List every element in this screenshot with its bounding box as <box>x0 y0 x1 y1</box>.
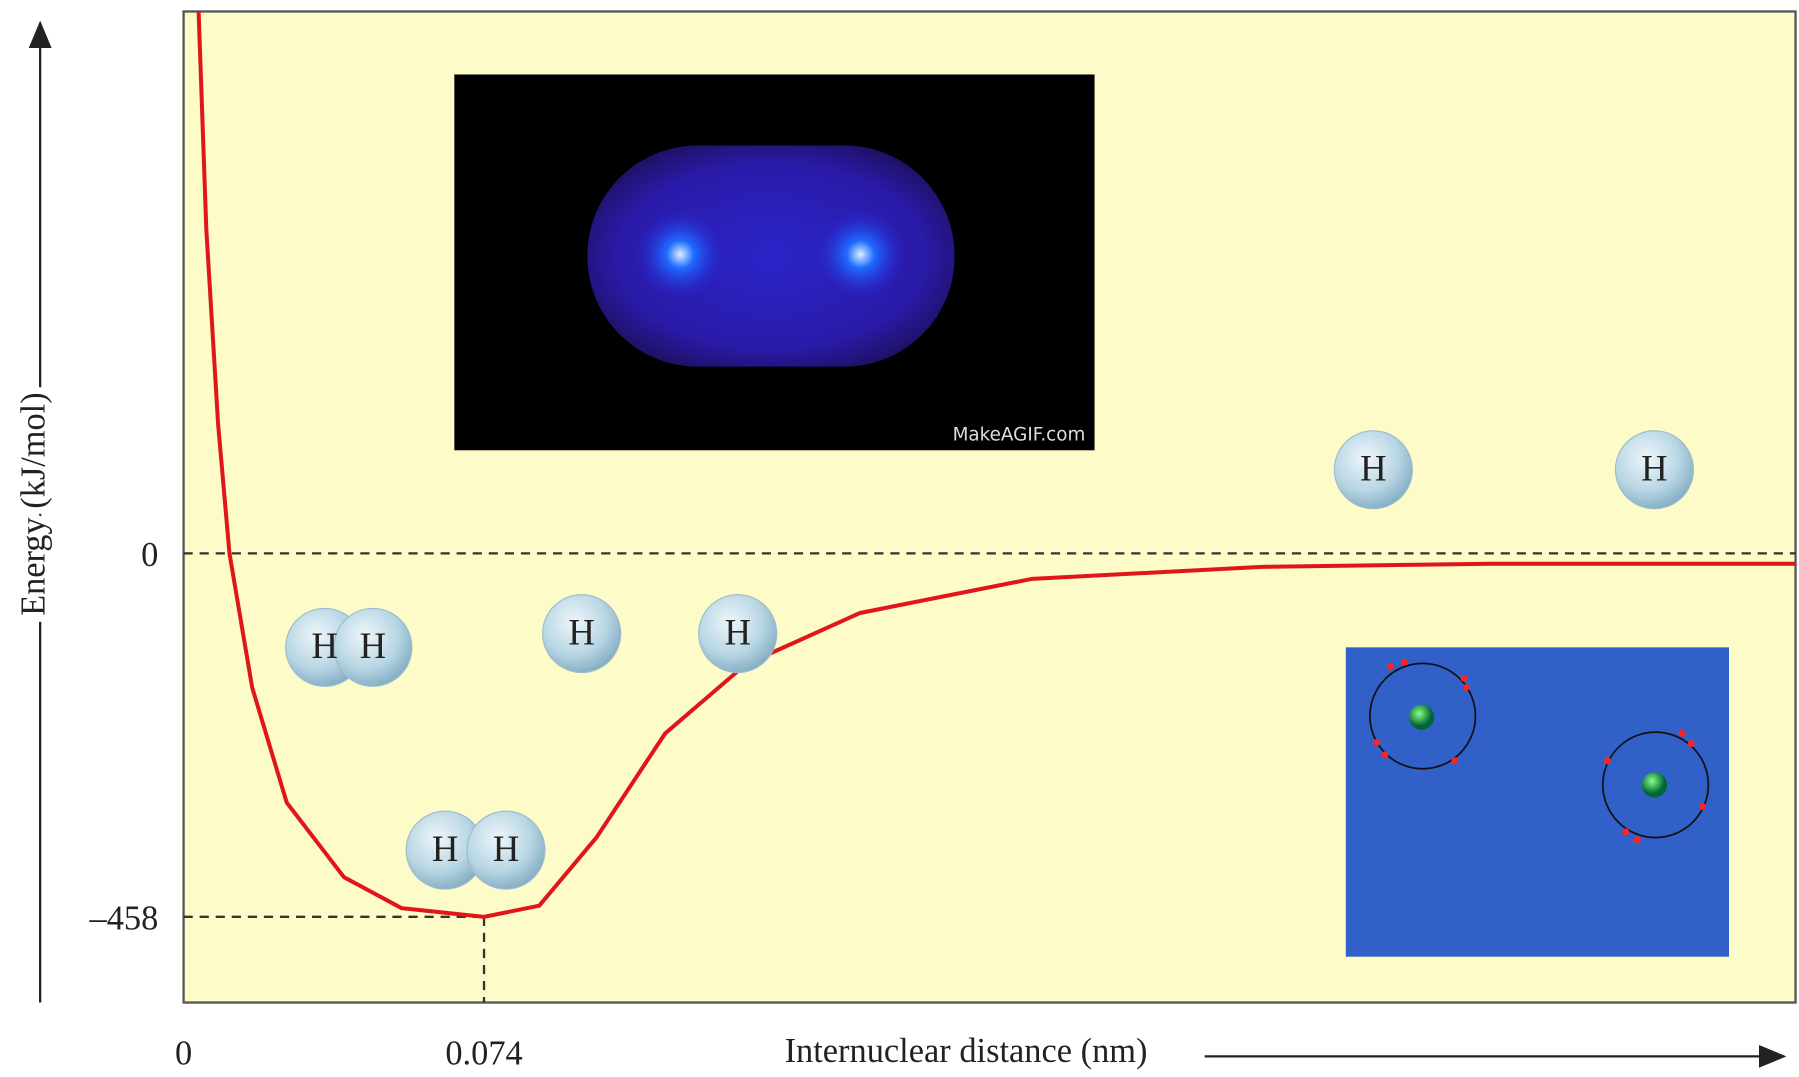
atom-label: H <box>432 828 459 869</box>
atom-label: H <box>360 625 387 666</box>
atom-label: H <box>1641 447 1668 488</box>
bond-animation: MakeAGIF.com <box>454 74 1094 450</box>
y-tick-label: 0 <box>141 536 158 574</box>
atom-label: H <box>1360 447 1387 488</box>
x-tick-label: 0 <box>175 1034 192 1072</box>
watermark: MakeAGIF.com <box>953 424 1086 445</box>
x-axis-label: Internuclear distance (nm) <box>785 1032 1148 1070</box>
atom-label: H <box>568 611 595 652</box>
atom-orbit-panel <box>1346 647 1729 956</box>
x-tick-label: 0.074 <box>445 1034 522 1072</box>
atom-label: H <box>724 611 751 652</box>
y-tick-label: –458 <box>89 899 159 937</box>
atom-label: H <box>311 625 338 666</box>
atom-label: H <box>493 828 520 869</box>
chart: MakeAGIF.com Energy (kJ/mol) Internuclea… <box>0 0 1799 1077</box>
y-axis-label: Energy (kJ/mol) <box>15 392 53 616</box>
